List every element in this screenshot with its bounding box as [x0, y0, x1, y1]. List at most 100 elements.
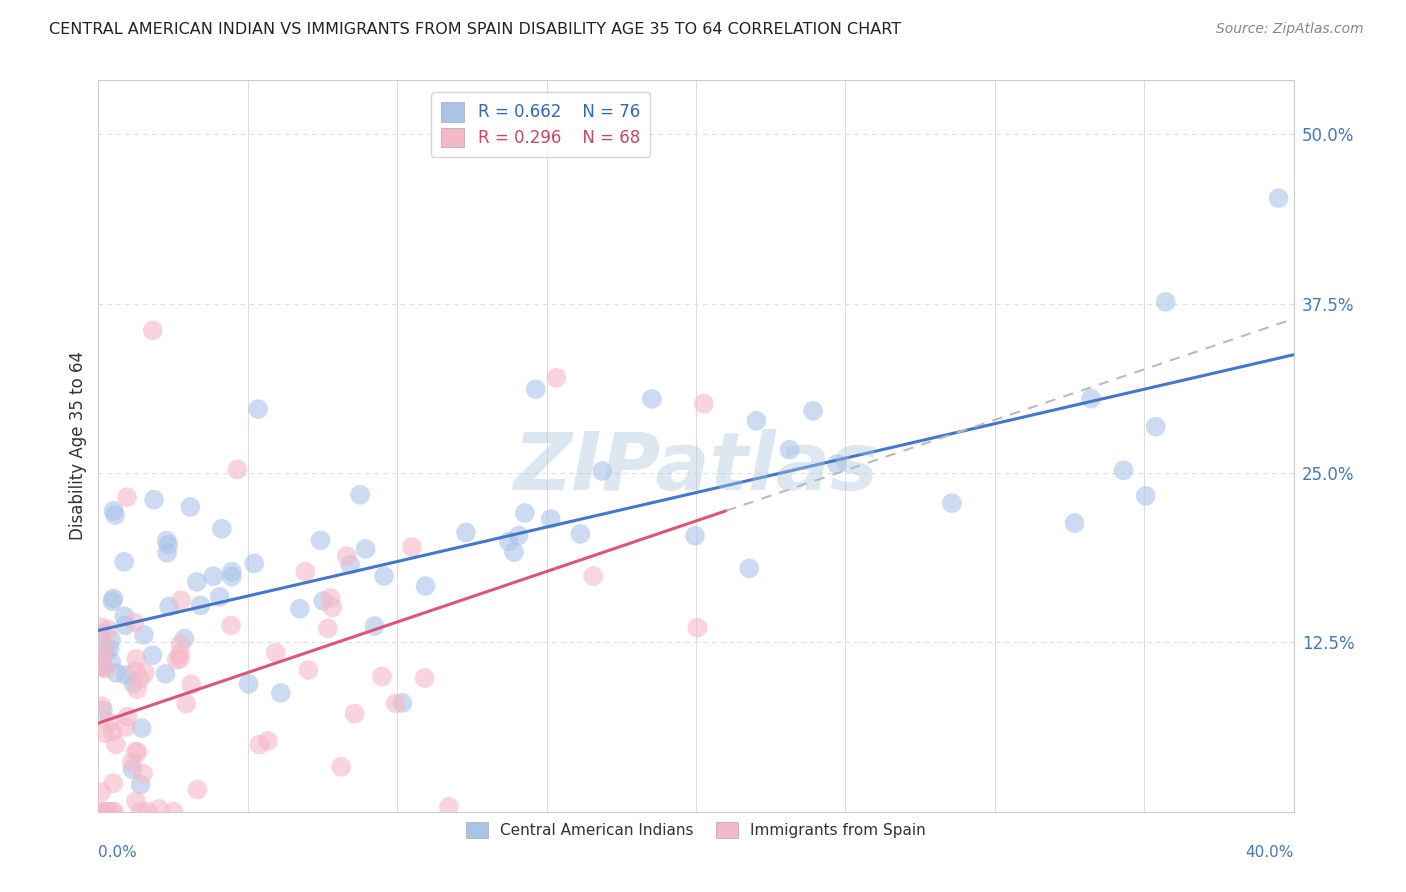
Point — [129, 672, 152, 686]
Point — [309, 533, 332, 548]
Point — [294, 565, 316, 579]
Point — [157, 538, 180, 552]
Point — [454, 525, 477, 540]
Point — [330, 760, 353, 774]
Point — [143, 492, 166, 507]
Point — [169, 637, 191, 651]
Point — [941, 496, 963, 510]
Point — [90, 699, 112, 714]
Point — [141, 648, 163, 663]
Point — [142, 323, 165, 337]
Point — [94, 644, 117, 658]
Point — [124, 664, 146, 678]
Point — [97, 805, 120, 819]
Point — [91, 805, 114, 819]
Point — [363, 619, 385, 633]
Point — [121, 756, 143, 770]
Point — [169, 647, 191, 661]
Point — [569, 527, 592, 541]
Point — [105, 665, 128, 680]
Point — [1063, 516, 1085, 530]
Point — [124, 745, 146, 759]
Point — [437, 799, 460, 814]
Point — [524, 382, 547, 396]
Point — [264, 646, 287, 660]
Point — [415, 579, 437, 593]
Point — [373, 569, 395, 583]
Point — [114, 720, 136, 734]
Point — [157, 599, 180, 614]
Point — [186, 574, 208, 589]
Text: CENTRAL AMERICAN INDIAN VS IMMIGRANTS FROM SPAIN DISABILITY AGE 35 TO 64 CORRELA: CENTRAL AMERICAN INDIAN VS IMMIGRANTS FR… — [49, 22, 901, 37]
Point — [179, 500, 201, 514]
Point — [125, 652, 148, 666]
Point — [221, 565, 243, 579]
Point — [641, 392, 664, 406]
Text: ZIPatlas: ZIPatlas — [513, 429, 879, 507]
Point — [1267, 191, 1289, 205]
Point — [101, 594, 124, 608]
Point — [112, 555, 135, 569]
Point — [97, 623, 120, 637]
Point — [1080, 392, 1102, 406]
Point — [257, 734, 280, 748]
Point — [131, 721, 153, 735]
Legend: Central American Indians, Immigrants from Spain: Central American Indians, Immigrants fro… — [460, 816, 932, 845]
Point — [208, 590, 231, 604]
Point — [270, 686, 292, 700]
Point — [121, 762, 143, 776]
Point — [503, 545, 526, 559]
Point — [93, 638, 115, 652]
Y-axis label: Disability Age 35 to 64: Disability Age 35 to 64 — [69, 351, 87, 541]
Point — [1154, 294, 1177, 309]
Point — [156, 533, 179, 548]
Point — [103, 776, 125, 790]
Point — [297, 663, 319, 677]
Point — [336, 549, 359, 563]
Point — [508, 528, 530, 542]
Point — [582, 569, 605, 583]
Point — [96, 805, 118, 819]
Point — [413, 671, 436, 685]
Point — [163, 805, 186, 819]
Point — [779, 442, 801, 457]
Point — [343, 706, 366, 721]
Point — [124, 615, 146, 630]
Point — [90, 626, 112, 640]
Point — [801, 404, 824, 418]
Point — [129, 805, 152, 819]
Point — [136, 805, 159, 819]
Point — [745, 414, 768, 428]
Point — [238, 677, 260, 691]
Point — [825, 457, 848, 471]
Text: 40.0%: 40.0% — [1246, 845, 1294, 860]
Point — [94, 662, 117, 676]
Point — [156, 546, 179, 560]
Point — [180, 677, 202, 691]
Point — [100, 655, 122, 669]
Point — [321, 600, 343, 615]
Point — [384, 696, 406, 710]
Point — [1144, 419, 1167, 434]
Point — [104, 508, 127, 522]
Point — [115, 490, 138, 504]
Point — [114, 618, 136, 632]
Point — [243, 557, 266, 571]
Point — [169, 651, 191, 665]
Point — [93, 726, 115, 740]
Point — [1112, 463, 1135, 477]
Point — [401, 540, 423, 554]
Text: 0.0%: 0.0% — [98, 845, 138, 860]
Point — [683, 529, 706, 543]
Point — [132, 766, 155, 780]
Point — [114, 668, 136, 682]
Point — [693, 397, 716, 411]
Point — [103, 504, 125, 518]
Point — [173, 632, 195, 646]
Point — [174, 697, 197, 711]
Point — [546, 371, 568, 385]
Point — [513, 506, 536, 520]
Point — [166, 653, 188, 667]
Point — [103, 591, 125, 606]
Point — [91, 658, 114, 673]
